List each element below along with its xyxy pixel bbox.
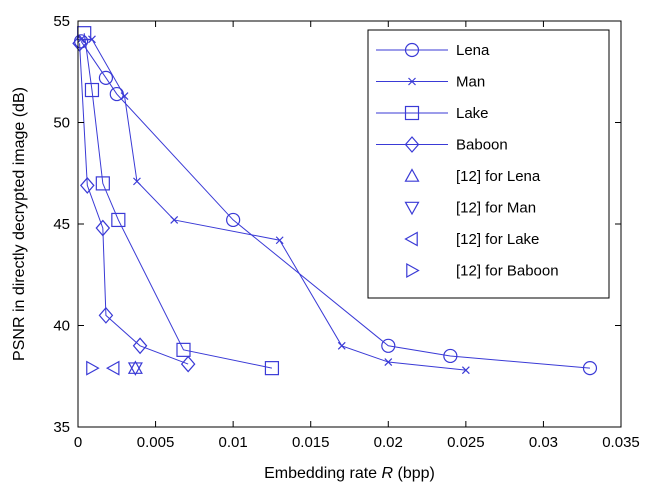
data-point (443, 348, 458, 364)
data-point (127, 360, 143, 374)
series-baboon (72, 34, 196, 373)
series-line (80, 41, 591, 369)
data-point (337, 341, 346, 350)
series-line (79, 43, 189, 365)
data-point (384, 358, 393, 366)
data-point (80, 177, 95, 194)
data-point (105, 360, 120, 376)
series-line (83, 33, 273, 369)
legend-item-12-for-man: [12] for Man (404, 200, 536, 217)
x-axis-label-prefix: Embedding rate (264, 465, 381, 482)
data-point (120, 92, 129, 101)
x-tick-label: 0.01 (219, 434, 248, 451)
x-tick-label: 0.025 (447, 434, 485, 451)
x-axis-label: Embedding rate R (bpp) (264, 465, 435, 482)
data-point (461, 366, 470, 375)
data-point (275, 236, 284, 245)
legend-box (367, 29, 610, 299)
legend-label: [12] for Baboon (456, 263, 559, 280)
axis-ticks: 0 0.005 0.01 0.015 0.02 0.025 0.03 0.035 35 40 45 5… (53, 13, 639, 451)
series-12-for-lake (105, 360, 120, 376)
legend-label: Baboon (456, 137, 508, 154)
y-axis-label: PSNR in directly decrypted image (dB) (11, 87, 28, 361)
series-12-for-man (127, 362, 143, 376)
data-point (180, 355, 196, 373)
legend-item-12-for-baboon: [12] for Baboon (406, 262, 559, 280)
data-point (176, 342, 191, 357)
y-tick-label: 45 (53, 216, 70, 233)
x-tick-label: 0.035 (602, 434, 640, 451)
legend-marker (404, 201, 420, 216)
legend-label: Man (456, 74, 485, 91)
series-lena (74, 34, 598, 376)
legend-marker (404, 136, 420, 153)
legend-marker (404, 105, 420, 121)
legend-marker (404, 168, 420, 182)
data-point (86, 360, 100, 376)
x-axis-label-suffix: (bpp) (393, 465, 435, 482)
legend-item-baboon: Baboon (376, 136, 508, 154)
legend-item-lena: Lena (376, 42, 490, 59)
series-12-for-baboon (86, 360, 100, 376)
legend-label: Lena (456, 42, 490, 59)
plot-area (72, 26, 598, 376)
data-point (170, 216, 179, 224)
y-tick-label: 55 (53, 13, 70, 30)
data-point (226, 212, 241, 228)
legend-item-man: Man (376, 74, 485, 91)
x-tick-label: 0.015 (292, 434, 330, 451)
data-point (84, 82, 100, 98)
legend-label: Lake (456, 105, 489, 122)
x-tick-label: 0 (74, 434, 82, 451)
legend-marker (406, 262, 420, 279)
data-point (72, 34, 87, 52)
data-point (95, 219, 111, 237)
x-tick-label: 0.005 (137, 434, 175, 451)
y-tick-label: 40 (53, 318, 70, 335)
legend-item-12-for-lake: [12] for Lake (404, 231, 539, 248)
legend: Lena Man Lake Baboon [12] for Lena [12] for M… (367, 29, 610, 299)
data-point (264, 361, 280, 376)
data-point (582, 361, 598, 376)
legend-label: [12] for Man (456, 200, 536, 217)
legend-label: [12] for Lena (456, 168, 541, 185)
x-tick-label: 0.03 (529, 434, 558, 451)
y-tick-label: 50 (53, 115, 70, 132)
data-point (95, 176, 110, 191)
data-point (133, 177, 141, 186)
data-point (88, 35, 96, 44)
data-point (127, 362, 143, 376)
data-point (111, 212, 126, 228)
data-point (132, 337, 148, 355)
legend-item-lake: Lake (376, 105, 489, 122)
legend-item-12-for-lena: [12] for Lena (404, 168, 541, 185)
series-lake (77, 26, 280, 376)
legend-marker (408, 77, 416, 86)
data-point (98, 70, 114, 85)
x-axis-label-italic: R (382, 465, 394, 482)
legend-label: [12] for Lake (456, 231, 539, 248)
series-man (77, 35, 470, 375)
x-tick-label: 0.02 (374, 434, 403, 451)
data-point (98, 306, 114, 324)
y-tick-label: 35 (53, 419, 70, 436)
legend-marker (404, 231, 418, 247)
legend-marker (404, 42, 420, 58)
series-12-for-lena (127, 360, 143, 374)
data-point (381, 338, 396, 353)
